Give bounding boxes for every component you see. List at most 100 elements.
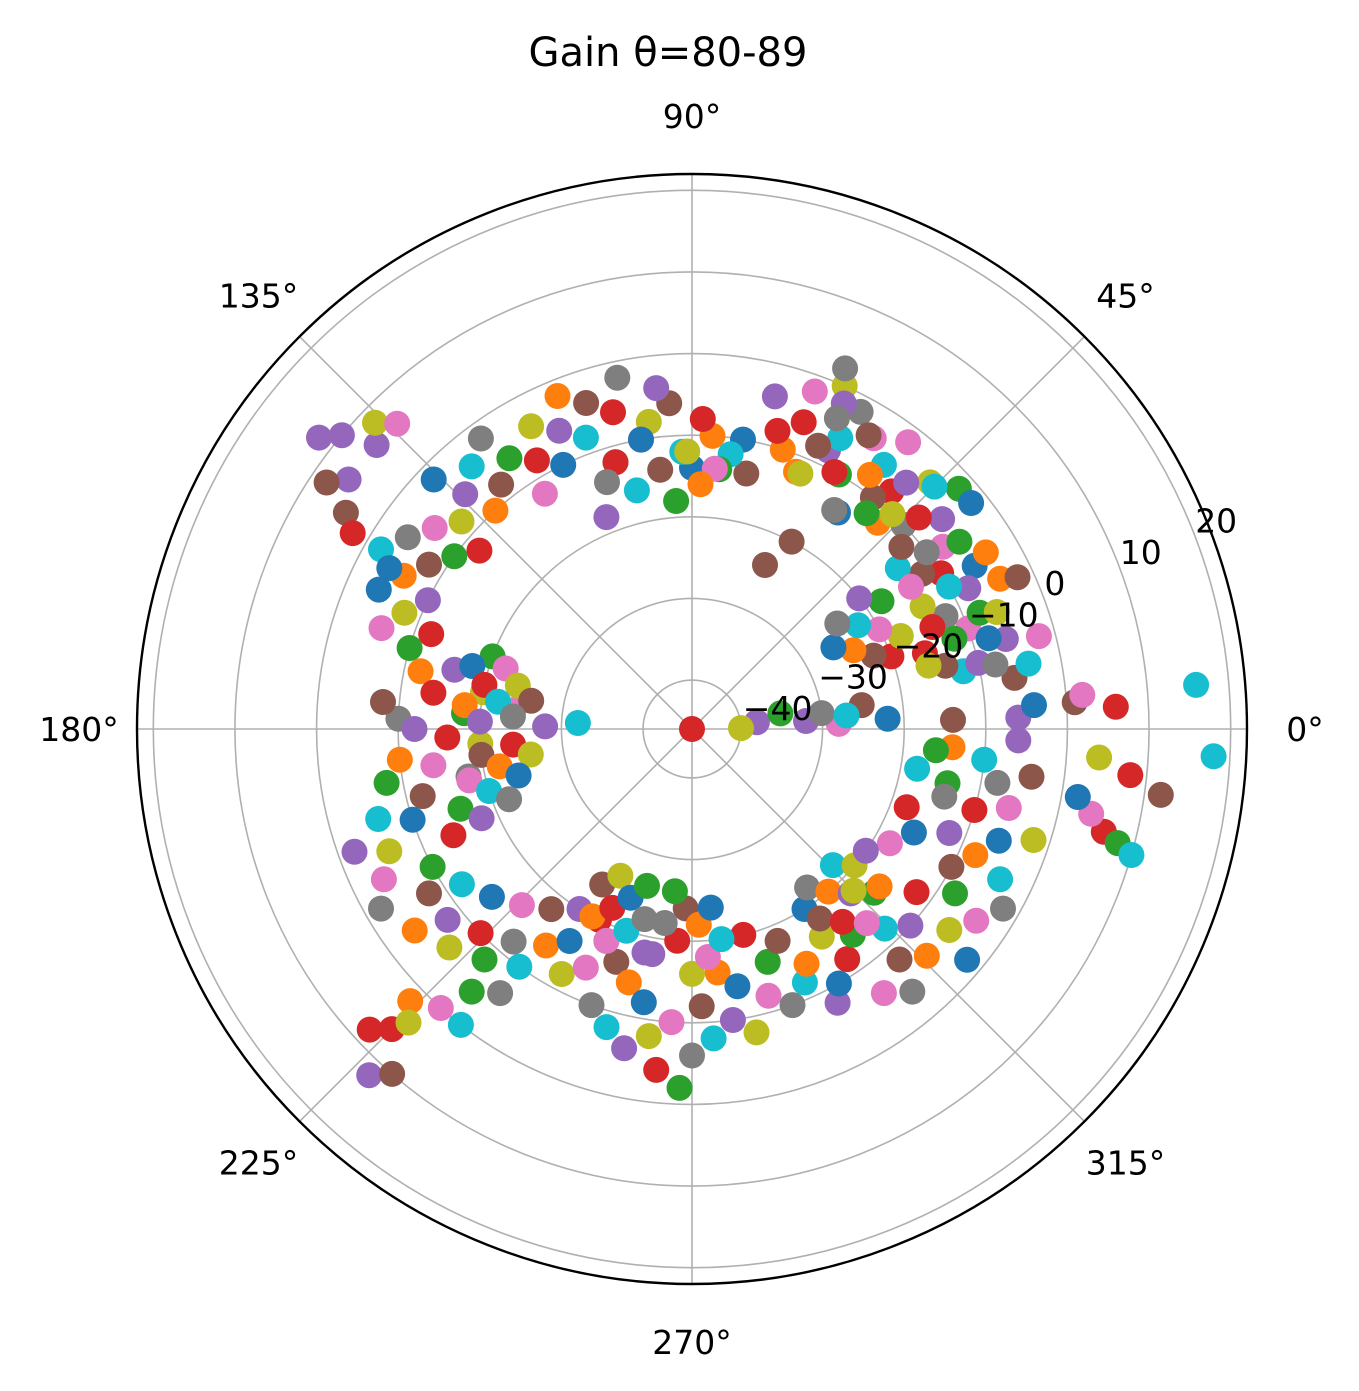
scatter-point: [845, 612, 872, 639]
scatter-point: [689, 406, 716, 432]
scatter-point: [341, 838, 368, 865]
scatter-point: [700, 1025, 727, 1052]
scatter-point: [962, 842, 989, 869]
scatter-point: [904, 755, 931, 782]
scatter-point: [368, 615, 395, 642]
scatter-point: [697, 894, 724, 921]
scatter-point: [420, 679, 447, 706]
scatter-point: [840, 877, 867, 904]
scatter-point: [356, 1016, 383, 1043]
scatter-point: [893, 794, 920, 821]
scatter-point: [1117, 762, 1144, 789]
scatter-point: [761, 383, 788, 410]
angle-tick-label: 135°: [219, 277, 299, 316]
scatter-point: [921, 473, 948, 500]
radial-tick-label: −30: [818, 658, 888, 697]
scatter-point: [518, 687, 545, 714]
scatter-point: [440, 822, 467, 849]
scatter-point: [420, 752, 447, 779]
scatter-point: [913, 539, 940, 566]
scatter-point: [954, 946, 981, 973]
scatter-point: [594, 469, 620, 496]
scatter-point: [1118, 842, 1145, 868]
scatter-point: [958, 490, 985, 516]
scatter-point: [548, 961, 575, 987]
scatter-point: [500, 928, 527, 955]
scatter-point: [335, 466, 362, 493]
scatter-point: [1015, 650, 1042, 677]
scatter-point: [955, 575, 982, 602]
chart-title: Gain θ=80-89: [529, 30, 808, 76]
scatter-point: [397, 988, 424, 1015]
angle-tick-label: 180°: [39, 710, 119, 749]
radial-tick-label: −40: [743, 689, 813, 728]
scatter-point: [1020, 827, 1047, 853]
scatter-point: [791, 969, 818, 996]
scatter-point: [824, 989, 851, 1016]
scatter-point: [794, 874, 821, 901]
scatter-point: [401, 716, 428, 742]
scatter-point: [593, 927, 620, 954]
scatter-point: [1086, 744, 1113, 771]
scatter-point: [635, 1023, 662, 1050]
scatter-point: [834, 946, 861, 973]
scatter-point: [995, 795, 1022, 821]
scatter-point: [578, 992, 605, 1019]
scatter-point: [391, 599, 418, 626]
scatter-point: [395, 1009, 422, 1036]
scatter-point: [631, 906, 658, 933]
scatter-point: [840, 637, 867, 664]
scatter-point: [984, 769, 1011, 796]
scatter-point: [866, 873, 893, 900]
scatter-point: [874, 705, 901, 732]
scatter-point: [827, 425, 854, 452]
scatter-point: [332, 499, 359, 526]
scatter-point: [833, 702, 860, 729]
scatter-point: [447, 1011, 474, 1038]
scatter-point: [538, 896, 565, 923]
scatter-point: [573, 390, 600, 416]
radial-tick-label: 0: [1044, 564, 1065, 603]
scatter-point: [899, 978, 926, 1005]
scatter-point: [441, 543, 468, 570]
scatter-point: [572, 424, 599, 451]
scatter-point: [362, 409, 388, 436]
scatter-point: [416, 880, 442, 907]
scatter-point: [733, 460, 760, 487]
scatter-point: [987, 866, 1014, 893]
scatter-point: [832, 355, 859, 382]
scatter-point: [879, 501, 906, 528]
scatter-point: [972, 539, 999, 566]
scatter-point: [866, 616, 893, 643]
scatter-point: [1005, 727, 1032, 754]
scatter-point: [888, 533, 915, 560]
scatter-point: [533, 932, 559, 959]
scatter-point: [856, 461, 883, 488]
scatter-point: [634, 872, 660, 899]
outer-spine: [135, 172, 1249, 1286]
scatter-point: [418, 621, 445, 648]
scatter-point: [313, 469, 340, 496]
angular-grid-line: [691, 335, 1086, 730]
scatter-point: [518, 413, 545, 440]
scatter-point: [876, 830, 903, 857]
scatter-point: [370, 866, 397, 893]
scatter-point: [448, 508, 475, 535]
scatter-point: [447, 795, 474, 822]
scatter-point: [468, 805, 495, 832]
scatter-point: [456, 767, 483, 794]
scatter-point: [1147, 781, 1174, 808]
scatter-point: [600, 399, 626, 426]
scatter-point: [544, 383, 571, 409]
scatter-point: [846, 585, 873, 612]
polar-frame: [135, 172, 1249, 1286]
radial-tick-label: −20: [894, 627, 964, 666]
radial-tick-label: 20: [1195, 502, 1237, 541]
scatter-point: [376, 838, 403, 865]
scatter-point: [427, 995, 454, 1021]
tick-labels: 0° 45° 90° 135° 180° 225° 270° 315° −40−30−20−10…: [39, 97, 1324, 1362]
scatter-point: [531, 480, 558, 507]
scatter-point: [963, 907, 990, 934]
scatter-point: [508, 892, 535, 919]
scatter-point: [900, 819, 927, 846]
